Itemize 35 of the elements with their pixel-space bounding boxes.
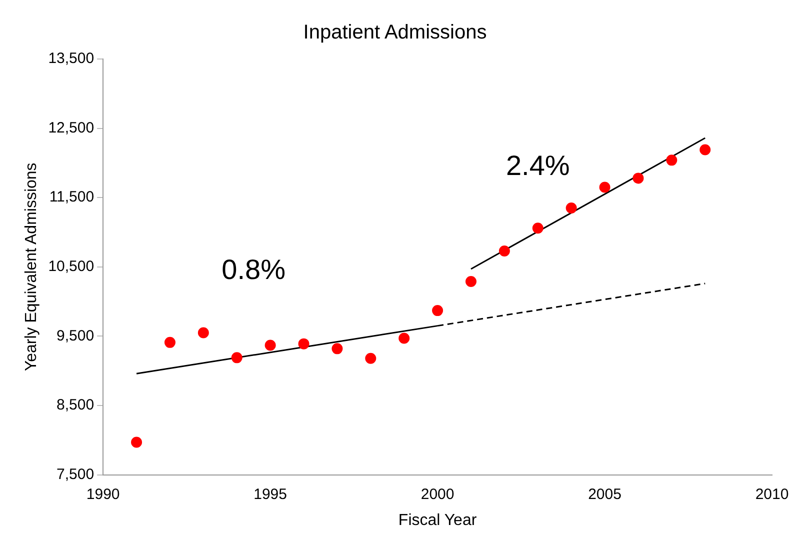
point xyxy=(599,182,610,193)
point xyxy=(432,305,444,316)
point xyxy=(298,338,310,350)
point xyxy=(632,172,644,184)
x-tick-label: 1995 xyxy=(254,486,287,503)
point xyxy=(532,222,544,234)
point xyxy=(566,202,577,214)
y-tick-label: 12,500 xyxy=(48,119,94,136)
y-tick-label: 11,500 xyxy=(49,188,94,206)
point xyxy=(398,332,410,344)
point xyxy=(264,340,276,351)
y-tick-label: 9,500 xyxy=(56,327,94,344)
annotation: 2.4% xyxy=(506,150,570,181)
x-tick-label: 2000 xyxy=(420,486,454,503)
point xyxy=(365,352,376,364)
point xyxy=(666,154,678,166)
point xyxy=(498,245,510,256)
x-tick-label: 2010 xyxy=(755,486,789,503)
point xyxy=(465,276,476,287)
chart-title: Inpatient Admissions xyxy=(303,22,487,44)
point xyxy=(164,336,176,348)
point xyxy=(700,144,711,156)
point xyxy=(332,343,343,354)
x-tick-label: 2005 xyxy=(588,486,622,503)
y-tick-label: 10,500 xyxy=(48,258,94,276)
point xyxy=(198,327,209,338)
y-tick-label: 13,500 xyxy=(48,50,94,68)
annotation: 0.8% xyxy=(222,254,286,285)
y-tick-label: 8,500 xyxy=(56,396,94,414)
point xyxy=(131,436,142,448)
y-axis-title: Yearly Equivalent Admissions xyxy=(23,162,40,372)
x-axis-title: Fiscal Year xyxy=(398,512,478,529)
x-tick-label: 1990 xyxy=(86,486,120,503)
y-tick-label: 7,500 xyxy=(56,466,94,483)
point xyxy=(231,352,242,364)
